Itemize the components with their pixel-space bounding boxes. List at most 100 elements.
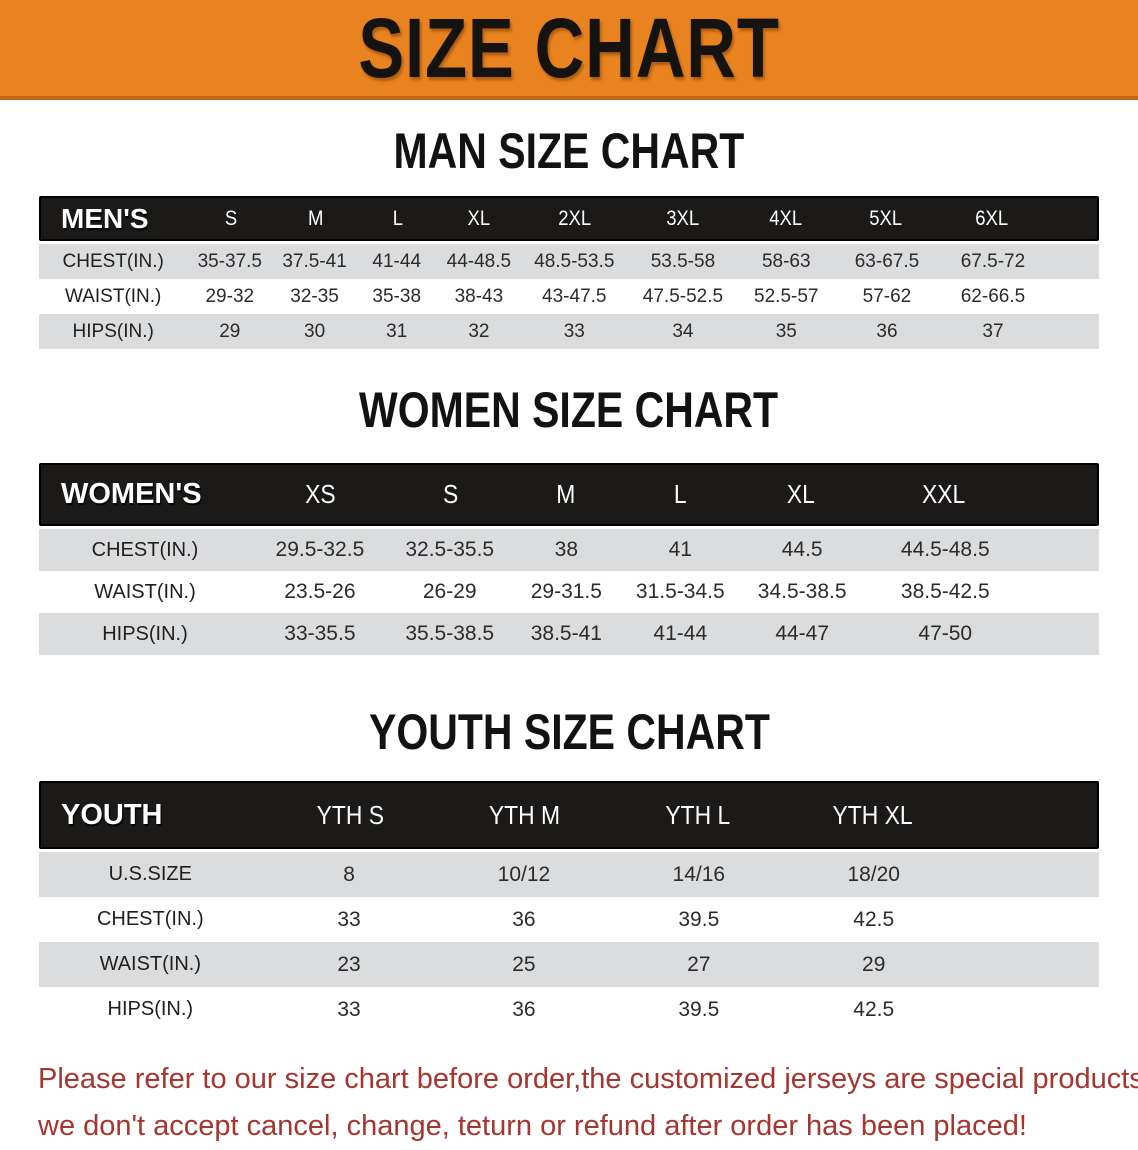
men-column-header: L — [358, 198, 437, 239]
youth-cell-value: 27 — [611, 942, 786, 987]
women-cell-value-text: 23.5-26 — [284, 580, 356, 603]
table-header-row-women: WOMEN'S XS S M L XL XXL — [39, 463, 1099, 526]
table-row: CHEST(IN.) 33 36 39.5 42.5 — [39, 897, 1099, 942]
table-row: HIPS(IN.) 33-35.5 35.5-38.5 38.5-41 41-44 44-… — [39, 613, 1099, 655]
table-row: WAIST(IN.) 23.5-26 26-29 29-31.5 31.5-34.5 34… — [39, 571, 1099, 613]
men-cell-value-text: 32 — [468, 320, 490, 342]
page-title-text: SIZE CHART — [358, 1, 780, 95]
women-cell-value-text: 32.5-35.5 — [405, 538, 495, 561]
men-cell-value-text: 67.5-72 — [960, 250, 1026, 272]
youth-cell-value: 14/16 — [611, 852, 786, 897]
men-column-header-text: 4XL — [768, 206, 802, 230]
women-cell-value-text: 34.5-38.5 — [757, 580, 847, 603]
youth-cell-value-text: 39.5 — [678, 997, 720, 1021]
youth-cell-value: 33 — [262, 897, 437, 942]
men-cell-value-text: 43-47.5 — [542, 285, 607, 307]
women-row-label-text: CHEST(IN.) — [91, 538, 199, 561]
men-column-header: 6XL — [939, 198, 1045, 239]
sections: MAN SIZE CHART MEN'S S M L XL 2XL 3XL 4XL 5XL 6XL C… — [0, 126, 1138, 1032]
men-column-header-text: L — [392, 206, 403, 230]
women-header-label: WOMEN'S — [41, 465, 252, 524]
men-cell-value: 48.5-53.5 — [521, 244, 627, 279]
youth-cell-value: 23 — [262, 942, 437, 987]
men-column-header: 5XL — [833, 198, 939, 239]
men-cell-value: 29 — [187, 314, 272, 349]
men-cell-value: 58-63 — [739, 244, 834, 279]
youth-cell-value: 29 — [786, 942, 961, 987]
men-cell-value: 36 — [834, 314, 940, 349]
men-cell-value: 37.5-41 — [272, 244, 357, 279]
size-table-women: WOMEN'S XS S M L XL XXL CHEST(IN.) 29.5-32.5 32.5… — [39, 463, 1099, 655]
women-cell-value-text: 44.5-48.5 — [900, 538, 990, 561]
youth-cell-value-text: 14/16 — [672, 862, 726, 886]
table-row: HIPS(IN.) 29 30 31 32 33 34 35 36 37 — [39, 314, 1099, 349]
men-column-header: XL — [437, 198, 521, 239]
men-cell-value-text: 35-37.5 — [197, 250, 263, 272]
women-cell-value-text: 26-29 — [422, 580, 477, 603]
youth-column-header-text: YTH S — [316, 799, 384, 830]
youth-header-label-text: YOUTH — [61, 798, 163, 831]
women-cell-value: 35.5-38.5 — [389, 613, 511, 655]
disclaimer: Please refer to our size chart before or… — [0, 1056, 1138, 1150]
row-spacer — [1025, 529, 1099, 571]
youth-cell-value: 36 — [436, 897, 611, 942]
table-row: WAIST(IN.) 29-32 32-35 35-38 38-43 43-47.5 47.… — [39, 279, 1099, 314]
youth-column-header: YTH M — [437, 783, 611, 847]
men-cell-value-text: 36 — [876, 320, 898, 342]
men-cell-value: 44-48.5 — [436, 244, 521, 279]
men-cell-value-text: 29 — [219, 320, 241, 342]
section-men: MAN SIZE CHART MEN'S S M L XL 2XL 3XL 4XL 5XL 6XL C… — [0, 126, 1138, 349]
men-row-label: CHEST(IN.) — [39, 244, 187, 279]
men-cell-value: 67.5-72 — [940, 244, 1046, 279]
section-women: WOMEN SIZE CHART WOMEN'S XS S M L XL XXL CHEST(I… — [0, 385, 1138, 655]
men-cell-value-text: 31 — [386, 320, 408, 342]
men-cell-value: 62-66.5 — [940, 279, 1046, 314]
men-cell-value-text: 41-44 — [372, 250, 422, 272]
women-cell-value: 29-31.5 — [511, 571, 622, 613]
women-cell-value: 44.5-48.5 — [866, 529, 1025, 571]
men-cell-value-text: 57-62 — [862, 285, 912, 307]
women-column-header: XL — [738, 465, 865, 524]
women-cell-value-text: 31.5-34.5 — [635, 580, 725, 603]
women-column-header: S — [389, 465, 510, 524]
section-title-text-men: MAN SIZE CHART — [393, 123, 745, 179]
women-cell-value: 38 — [511, 529, 622, 571]
women-cell-value-text: 47-50 — [918, 622, 973, 645]
section-title-men: MAN SIZE CHART — [0, 126, 1138, 176]
women-cell-value: 41 — [622, 529, 739, 571]
women-cell-value: 29.5-32.5 — [251, 529, 389, 571]
youth-cell-value: 10/12 — [436, 852, 611, 897]
women-cell-value: 34.5-38.5 — [739, 571, 866, 613]
women-cell-value-text: 44.5 — [781, 538, 823, 561]
women-column-header: M — [511, 465, 622, 524]
men-column-header-text: XL — [467, 206, 491, 230]
women-cell-value-text: 38.5-42.5 — [900, 580, 990, 603]
youth-cell-value: 8 — [262, 852, 437, 897]
women-row-label-text: HIPS(IN.) — [102, 622, 188, 645]
men-row-label-text: HIPS(IN.) — [72, 320, 154, 342]
table-header-row-men: MEN'S S M L XL 2XL 3XL 4XL 5XL 6XL — [39, 196, 1099, 241]
women-cell-value-text: 29.5-32.5 — [275, 538, 365, 561]
men-column-header-text: 3XL — [666, 206, 699, 230]
men-cell-value: 41-44 — [357, 244, 437, 279]
women-header-label-text: WOMEN'S — [61, 478, 202, 510]
men-row-label-text: CHEST(IN.) — [62, 250, 164, 272]
table-row: HIPS(IN.) 33 36 39.5 42.5 — [39, 987, 1099, 1032]
men-column-header: S — [189, 198, 273, 239]
women-cell-value-text: 33-35.5 — [284, 622, 356, 645]
women-cell-value: 32.5-35.5 — [389, 529, 511, 571]
men-cell-value: 31 — [357, 314, 437, 349]
youth-cell-value: 33 — [262, 987, 437, 1032]
disclaimer-line-1: Please refer to our size chart before or… — [38, 1063, 1138, 1095]
youth-cell-value-text: 8 — [343, 862, 355, 886]
youth-cell-value: 25 — [436, 942, 611, 987]
header-spacer — [960, 783, 1097, 847]
men-cell-value-text: 35-38 — [372, 285, 422, 307]
table-row: CHEST(IN.) 29.5-32.5 32.5-35.5 38 41 44.5 44.5… — [39, 529, 1099, 571]
men-cell-value-text: 38-43 — [454, 285, 504, 307]
youth-column-header-text: YTH M — [488, 799, 560, 830]
men-column-header: 4XL — [738, 198, 833, 239]
youth-cell-value-text: 10/12 — [497, 862, 551, 886]
youth-cell-value-text: 42.5 — [853, 907, 895, 931]
men-header-label-text: MEN'S — [61, 202, 149, 234]
